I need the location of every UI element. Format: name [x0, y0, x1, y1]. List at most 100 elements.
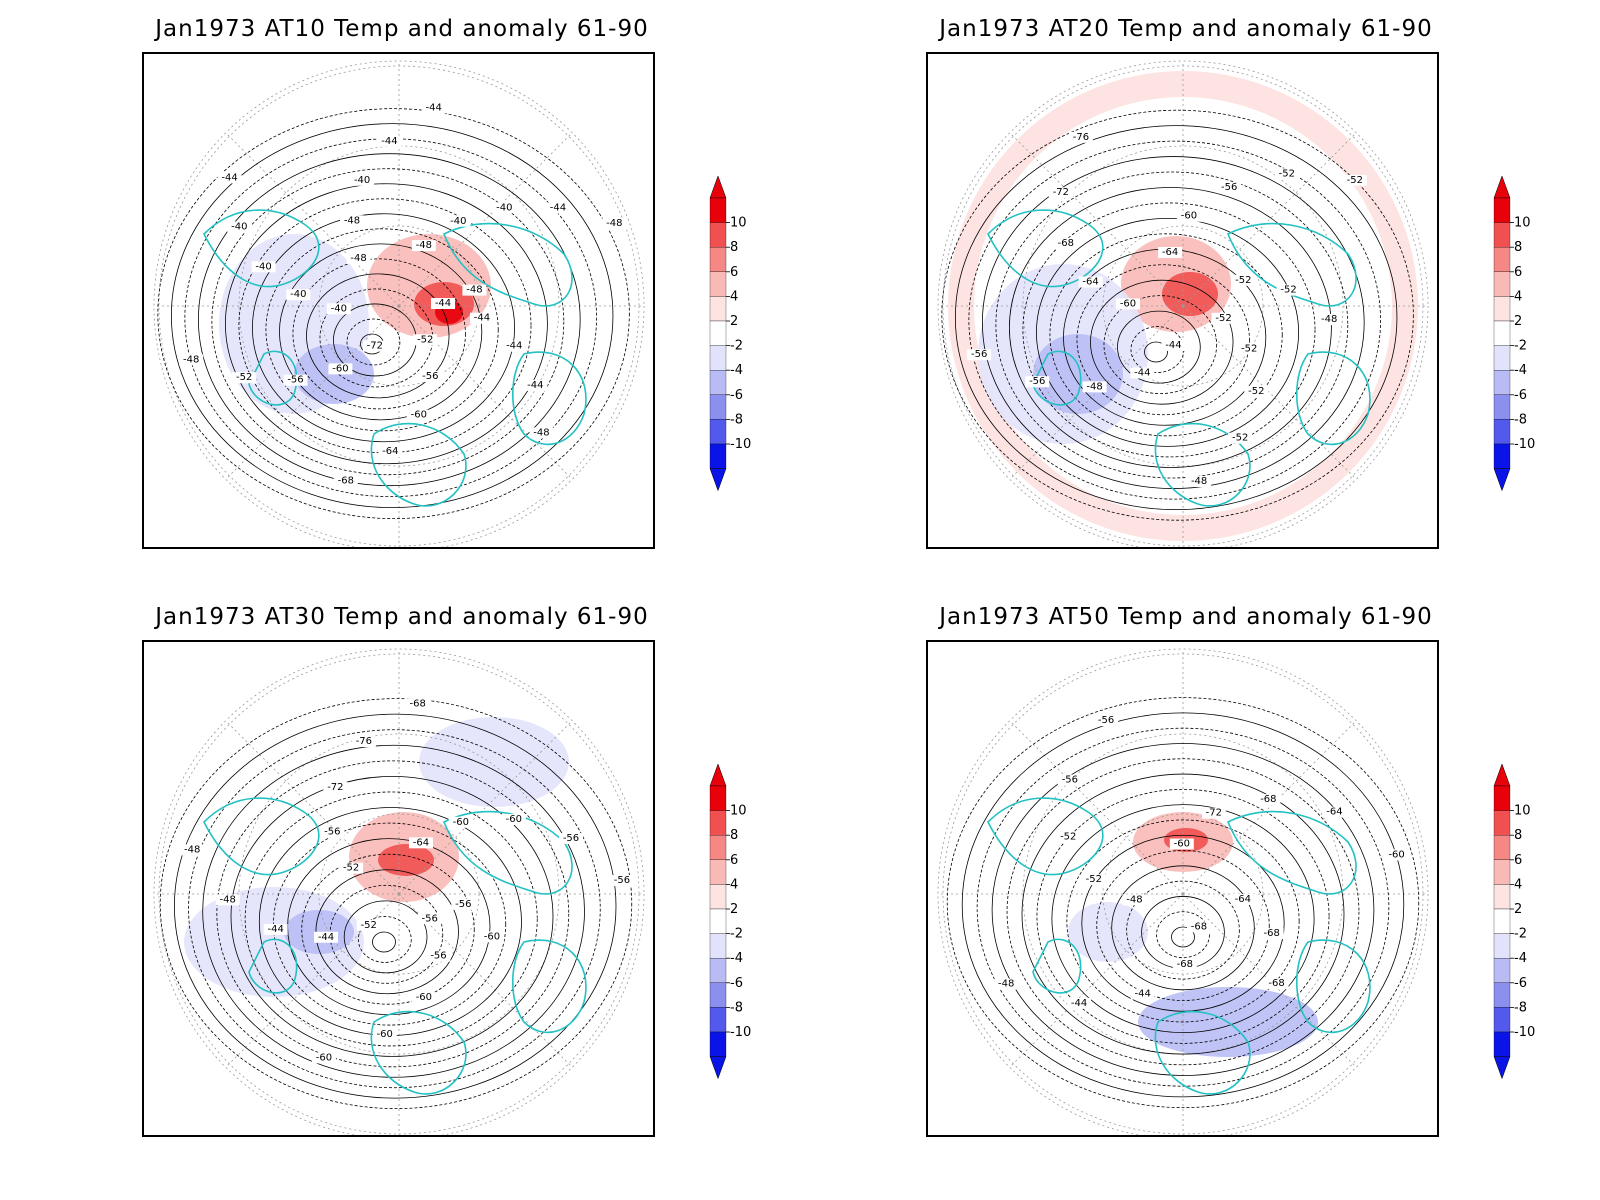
map-content: -56 -56 -60 -60 -60 -52 -44 -44 -48 -48 -52 -56 -72 -… — [154, 649, 644, 1135]
contour-label-bg — [1186, 921, 1211, 933]
coastline — [987, 797, 1104, 876]
contour-label-bg — [1053, 237, 1078, 249]
colorbar-label: 2 — [730, 902, 738, 917]
coastline — [203, 797, 320, 876]
colorbar-segment — [1493, 884, 1511, 910]
contour-label-bg — [1228, 432, 1253, 444]
colorbar-segment — [1493, 197, 1511, 223]
temperature-contour — [941, 109, 1414, 521]
temperature-contour — [1022, 202, 1316, 458]
polar-map-at20: -52 -52 -52 -52 -48 -44 -44 -48 -56 -56 -60 -64 -68 -… — [937, 60, 1429, 547]
contour-label-bg — [314, 931, 339, 943]
colorbar-label: -8 — [730, 412, 743, 427]
coastline — [370, 422, 467, 507]
colorbar-over-triangle — [1493, 763, 1511, 787]
colorbar-label: 8 — [730, 828, 738, 843]
anomaly-negative-area — [1033, 334, 1123, 414]
temperature-contour — [197, 153, 581, 487]
colorbar-segment — [709, 419, 727, 445]
colorbar-segment — [709, 908, 727, 934]
contour-label-bg — [492, 202, 517, 214]
contour-label: -52 — [1086, 874, 1102, 885]
coastline — [1295, 351, 1371, 446]
contour-label-bg — [1187, 476, 1212, 488]
contour-label: -56 — [614, 875, 630, 886]
temperature-contour — [173, 713, 617, 1099]
temperature-contour — [279, 243, 483, 421]
contour-label: -44 — [527, 380, 543, 391]
panel-at10: Jan1973 AT10 Temp and anomaly 61-90 -44-… — [142, 16, 842, 576]
anomaly-positive-area — [1162, 272, 1218, 316]
temperature-contour — [1126, 880, 1240, 980]
contour-label-bg — [405, 698, 430, 710]
contour-label-bg — [1259, 928, 1284, 940]
map-frame: -44 -44 -44 -44 -48 -52 -56 -60 -64 -68 -72 -60 -56 -… — [142, 52, 655, 549]
contour-label-bg — [967, 349, 992, 361]
colorbar-label: -4 — [730, 951, 743, 966]
colorbar-segment — [709, 859, 727, 885]
contour-label: -52 — [417, 334, 433, 345]
colorbar-segment — [1493, 810, 1511, 836]
temperature-contour — [343, 900, 428, 974]
contour-label: -40 — [450, 216, 466, 227]
contour-label-bg — [340, 215, 365, 227]
panel-at30: Jan1973 AT30 Temp and anomaly 61-90 -56-… — [142, 604, 842, 1164]
contour-label-bg — [1025, 376, 1050, 388]
contour-label: -56 — [324, 827, 340, 838]
temperature-contour — [1076, 264, 1250, 416]
contour-label-bg — [1094, 715, 1119, 727]
contour-label-bg — [1231, 274, 1256, 286]
contour-label-bg — [286, 289, 311, 301]
contour-label: -64 — [1082, 276, 1098, 287]
contour-label-bg — [1274, 168, 1299, 180]
contour-label-bg — [1322, 806, 1347, 818]
colorbar-label: 10 — [1514, 216, 1531, 231]
colorbar-segment — [1493, 785, 1511, 811]
colorbar-segment — [1493, 1031, 1511, 1057]
contour-label: -68 — [1268, 978, 1284, 989]
contour-label-bg — [339, 862, 364, 874]
contour-label-bg — [227, 221, 252, 233]
contour-label-bg — [1130, 988, 1155, 1000]
anomaly-negative-area — [419, 717, 569, 807]
polar-map-at50: -68 -68 -44 -44 -48 -48 -52 -52 -56 -56 -60 -72 -68 -… — [937, 648, 1429, 1135]
colorbar-label: -2 — [730, 927, 743, 942]
hemisphere-outline — [937, 60, 1429, 547]
colorbar-segment — [709, 785, 727, 811]
contour-label: -48 — [606, 218, 622, 229]
colorbar-segment — [1493, 982, 1511, 1008]
colorbar-label: -8 — [1514, 412, 1527, 427]
contour-label: -48 — [1126, 894, 1142, 905]
contour-label-bg — [448, 816, 473, 828]
contour-label-bg — [1122, 894, 1147, 906]
colorbar-segment — [709, 982, 727, 1008]
temperature-contour — [995, 171, 1349, 479]
anomaly-negative-area — [1068, 902, 1148, 962]
temperature-contour — [1049, 233, 1283, 437]
contour-label: -52 — [1232, 433, 1248, 444]
map-content: -52 -52 -52 -52 -48 -44 -44 -48 -56 -56 -60 -64 -68 -… — [938, 61, 1428, 547]
contour-label-bg — [1078, 276, 1103, 288]
temperature-contour — [1021, 773, 1345, 1055]
contour-label: -48 — [466, 285, 482, 296]
contour-label: -52 — [1235, 275, 1251, 286]
temperature-contour — [968, 140, 1381, 500]
temperature-contour — [1171, 926, 1195, 948]
contour-label: -56 — [1221, 182, 1237, 193]
contour-label-bg — [1264, 978, 1289, 990]
colorbar-segment — [709, 197, 727, 223]
temperature-contour — [372, 931, 396, 953]
hemisphere-outline — [937, 648, 1429, 1135]
contour-label-bg — [1161, 339, 1186, 351]
colorbar-label: -6 — [1514, 976, 1527, 991]
contour-label: -60 — [506, 814, 522, 825]
colorbar-over-triangle — [1493, 175, 1511, 199]
contour-label-bg — [1056, 831, 1081, 843]
contour-label-bg — [1082, 381, 1107, 393]
temperature-contour — [954, 125, 1398, 511]
colorbar-label: 10 — [730, 216, 747, 231]
contour-label-bg — [609, 875, 634, 887]
colorbar-segment — [709, 296, 727, 322]
contour-label: -56 — [422, 371, 438, 382]
colorbar-segment — [1493, 1007, 1511, 1033]
